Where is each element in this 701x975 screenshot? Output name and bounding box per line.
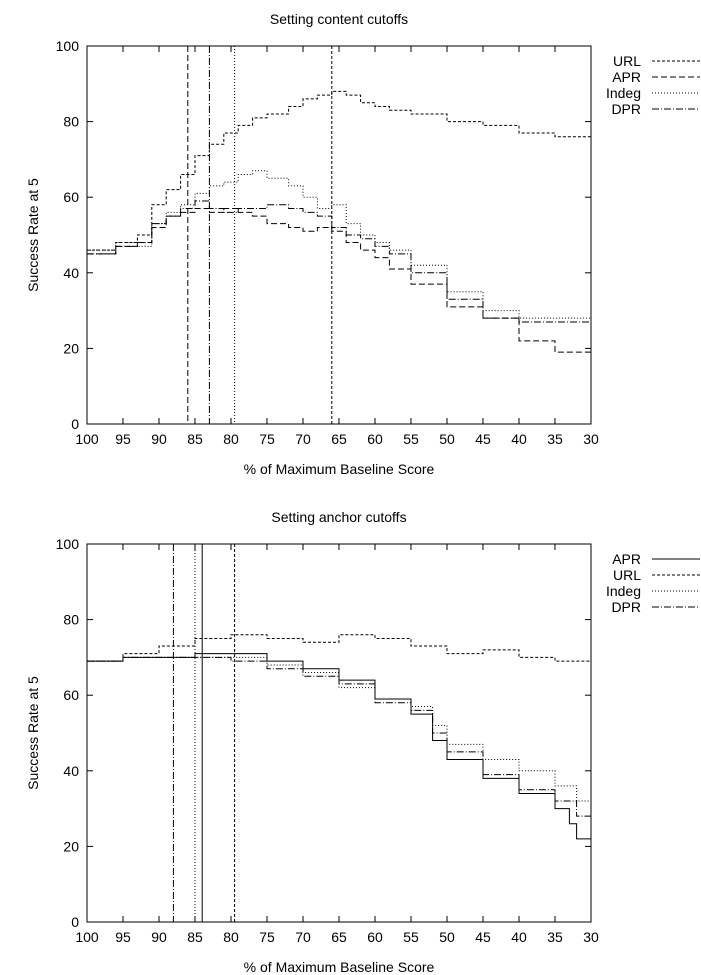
x-tick-label: 85 (187, 929, 203, 945)
x-tick-label: 60 (367, 929, 383, 945)
series-line-dpr (87, 656, 592, 820)
x-tick-label: 95 (115, 431, 131, 447)
x-tick-label: 30 (583, 929, 599, 945)
x-axis-label: % of Maximum Baseline Score (244, 959, 435, 975)
x-tick-label: 30 (583, 431, 599, 447)
series-line-indeg (87, 170, 592, 322)
legend-label-dpr: DPR (611, 599, 641, 615)
y-tick-label: 80 (63, 114, 79, 130)
y-tick-label: 100 (56, 38, 80, 54)
y-tick-label: 20 (63, 340, 79, 356)
x-tick-label: 90 (151, 431, 167, 447)
chart-panel-1: Setting content cutoffs 100 95 90 85 80 75 70 65… (25, 11, 700, 477)
legend-label-url: URL (613, 567, 641, 583)
x-tick-label: 55 (403, 431, 419, 447)
y-tick-label: 40 (63, 763, 79, 779)
legend-label-dpr: DPR (611, 101, 641, 117)
y-tick-label: 80 (63, 612, 79, 628)
y-axis-label: Success Rate at 5 (25, 178, 41, 292)
x-tick-label: 70 (295, 431, 311, 447)
x-tick-label: 95 (115, 929, 131, 945)
x-axis-label: % of Maximum Baseline Score (244, 461, 435, 477)
y-tick-label: 0 (71, 914, 79, 930)
legend-label-apr: APR (612, 69, 641, 85)
x-tick-label: 35 (547, 431, 563, 447)
y-tick-label: 60 (63, 189, 79, 205)
x-tick-label: 100 (75, 929, 99, 945)
y-tick-label: 0 (71, 416, 79, 432)
x-tick-label: 80 (223, 431, 239, 447)
legend-label-indeg: Indeg (606, 583, 641, 599)
x-tick-label: 80 (223, 929, 239, 945)
y-tick-label: 40 (63, 265, 79, 281)
y-axis-label: Success Rate at 5 (25, 676, 41, 790)
plot-frame (86, 543, 592, 923)
series-line-dpr (87, 200, 592, 326)
x-tick-label: 60 (367, 431, 383, 447)
x-tick-label: 90 (151, 929, 167, 945)
x-tick-label: 45 (475, 431, 491, 447)
x-tick-label: 75 (259, 431, 275, 447)
series-line-url (87, 634, 592, 669)
x-tick-label: 65 (331, 929, 347, 945)
y-tick-label: 100 (56, 536, 80, 552)
x-tick-label: 50 (439, 431, 455, 447)
x-tick-label: 35 (547, 929, 563, 945)
legend-label-indeg: Indeg (606, 85, 641, 101)
x-tick-label: 45 (475, 929, 491, 945)
x-tick-label: 40 (511, 929, 527, 945)
x-tick-label: 55 (403, 929, 419, 945)
y-tick-label: 60 (63, 687, 79, 703)
series-line-apr (87, 653, 592, 843)
chart-title: Setting content cutoffs (270, 11, 408, 27)
chart-title: Setting anchor cutoffs (271, 509, 406, 525)
x-tick-label: 75 (259, 929, 275, 945)
x-tick-label: 85 (187, 431, 203, 447)
x-tick-label: 70 (295, 929, 311, 945)
y-tick-label: 20 (63, 838, 79, 854)
series-line-url (87, 90, 591, 251)
series-line-apr (87, 208, 591, 353)
legend-label-url: URL (613, 53, 641, 69)
x-tick-label: 65 (331, 431, 347, 447)
legend-label-apr: APR (612, 551, 641, 567)
x-tick-label: 40 (511, 431, 527, 447)
x-tick-label: 50 (439, 929, 455, 945)
chart-panel-2: Setting anchor cutoffs 100 95 90 85 80 75 70 65 6… (25, 509, 700, 975)
plot-frame (86, 45, 592, 425)
x-tick-label: 100 (75, 431, 99, 447)
